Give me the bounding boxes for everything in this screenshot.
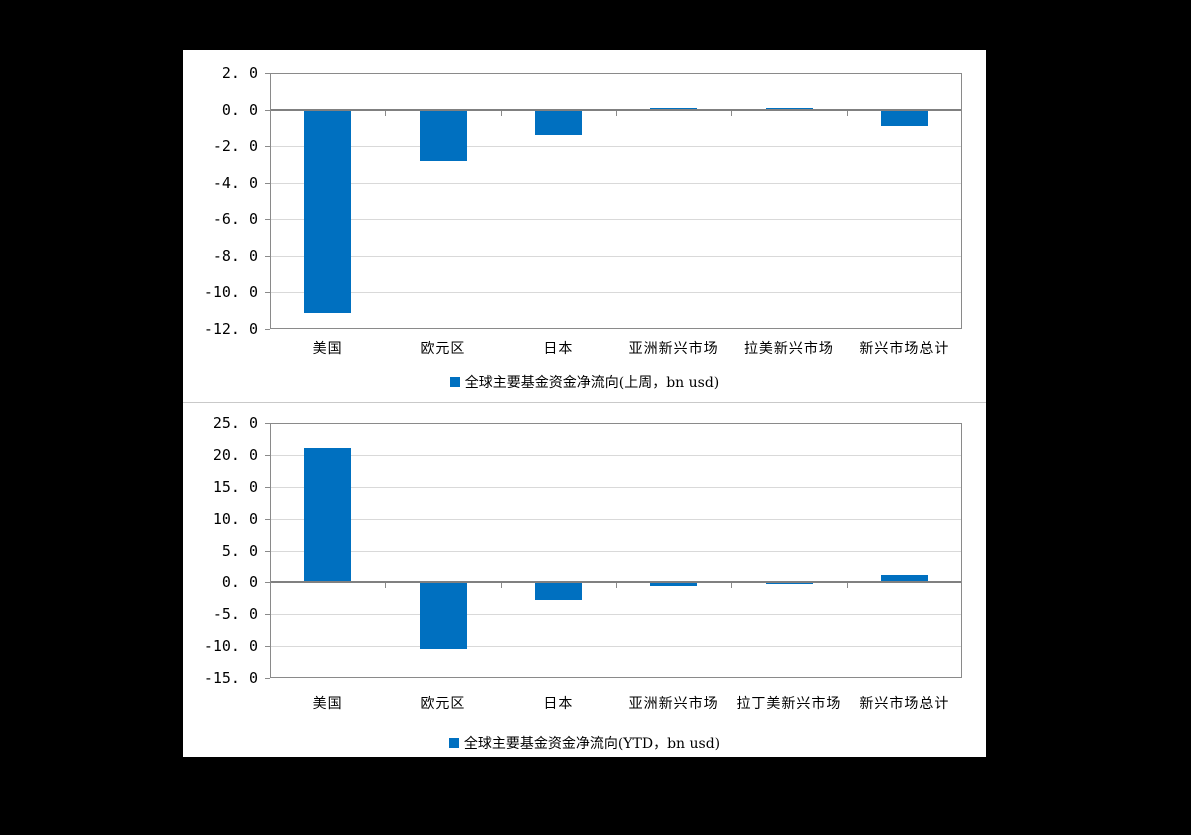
category-label-欧元区: 欧元区 <box>420 696 466 712</box>
y-axis-tick-label: -8. 0 <box>212 246 258 265</box>
gridline <box>271 182 961 184</box>
category-boundary-tick <box>616 583 617 589</box>
bar-新兴市场总计 <box>880 109 928 127</box>
y-axis-tick <box>265 614 270 616</box>
category-label-美国: 美国 <box>312 696 343 712</box>
y-axis-tick-label: 0. 0 <box>221 573 258 592</box>
category-boundary-tick <box>500 583 502 589</box>
y-axis-tick-label: 5. 0 <box>221 541 258 560</box>
y-axis-tick-label: 0. 0 <box>221 100 258 119</box>
y-axis-tick-label: -6. 0 <box>212 210 258 229</box>
y-axis-tick <box>265 292 270 294</box>
y-axis-tick <box>265 182 270 184</box>
y-axis-tick <box>265 486 270 488</box>
category-label-拉丁美新兴市场: 拉丁美新兴市场 <box>736 696 842 712</box>
bar-日本 <box>534 582 582 600</box>
zero-axis-line <box>270 108 962 111</box>
legend-weekly: 全球主要基金资金净流向(上周，bn usd) <box>183 372 986 392</box>
y-axis-tick-label: 2. 0 <box>221 64 258 82</box>
gridline <box>271 292 961 294</box>
category-label-新兴市场总计: 新兴市场总计 <box>859 341 950 357</box>
category-label-美国: 美国 <box>312 341 343 357</box>
gridline <box>271 486 961 488</box>
zero-axis-line <box>270 581 962 584</box>
y-axis-tick-label: -5. 0 <box>212 605 258 624</box>
chart-ytd-fund-flows: 全球主要基金资金净流向(YTD，bn usd) 25. 0 20. 0 15. 0 1… <box>183 403 986 757</box>
legend-label: 全球主要基金资金净流向(上周，bn usd) <box>464 375 720 391</box>
gridline <box>271 146 961 148</box>
legend-ytd: 全球主要基金资金净流向(YTD，bn usd) <box>183 733 986 753</box>
gridline <box>271 518 961 520</box>
bar-欧元区 <box>419 582 467 650</box>
legend-label: 全球主要基金资金净流向(YTD，bn usd) <box>463 736 721 752</box>
y-axis-tick <box>265 219 270 221</box>
category-label-日本: 日本 <box>543 696 574 712</box>
category-boundary-tick <box>385 583 387 589</box>
category-boundary-tick <box>616 110 617 116</box>
y-axis-tick <box>265 678 270 679</box>
y-axis-tick <box>265 146 270 148</box>
category-boundary-tick <box>500 110 502 116</box>
category-boundary-tick <box>731 110 733 116</box>
category-boundary-tick <box>731 583 733 589</box>
y-axis-tick-label: 10. 0 <box>212 509 258 528</box>
y-axis-tick-label: -4. 0 <box>212 173 258 192</box>
y-axis-tick-label: 15. 0 <box>212 477 258 496</box>
gridline <box>271 614 961 616</box>
chart-divider <box>183 402 986 403</box>
y-axis-tick <box>265 454 270 456</box>
legend-swatch-icon <box>449 377 460 387</box>
category-boundary-tick <box>846 110 848 116</box>
y-axis-tick <box>265 582 270 584</box>
y-axis-tick <box>265 646 270 648</box>
y-axis-tick <box>265 255 270 257</box>
y-axis-tick-label: 25. 0 <box>212 414 258 432</box>
category-label-亚洲新兴市场: 亚洲新兴市场 <box>628 341 719 357</box>
category-label-亚洲新兴市场: 亚洲新兴市场 <box>628 696 719 712</box>
category-label-拉美新兴市场: 拉美新兴市场 <box>743 341 834 357</box>
y-axis-tick-label: -15. 0 <box>203 669 258 687</box>
y-axis-tick <box>265 109 270 111</box>
legend-swatch-icon <box>448 738 459 748</box>
category-label-新兴市场总计: 新兴市场总计 <box>859 696 950 712</box>
bar-美国 <box>304 109 352 313</box>
bar-亚洲新兴市场 <box>650 107 698 110</box>
y-axis-tick-label: -10. 0 <box>203 637 258 656</box>
gridline <box>271 454 961 456</box>
gridline <box>271 550 961 552</box>
category-boundary-tick <box>846 583 848 589</box>
bar-欧元区 <box>419 109 467 161</box>
y-axis-tick <box>265 550 270 552</box>
plot-frame <box>270 423 962 678</box>
y-axis-tick <box>265 518 270 520</box>
y-axis-tick-label: -10. 0 <box>203 283 258 302</box>
y-axis-tick <box>265 329 270 330</box>
plot-frame <box>270 73 962 329</box>
gridline <box>271 219 961 221</box>
category-label-欧元区: 欧元区 <box>420 341 466 357</box>
chart-weekly-fund-flows: 全球主要基金资金净流向(上周，bn usd) 2. 0 0. 0 -2. 0 -4. … <box>183 50 986 402</box>
y-axis-tick-label: -2. 0 <box>212 137 258 156</box>
bar-美国 <box>304 447 352 583</box>
gridline <box>271 255 961 257</box>
y-axis-tick-label: 20. 0 <box>212 445 258 464</box>
bar-新兴市场总计 <box>880 575 928 583</box>
category-label-日本: 日本 <box>543 341 574 357</box>
bar-日本 <box>534 109 582 136</box>
gridline <box>271 646 961 648</box>
y-axis-tick <box>265 423 270 424</box>
charts-panel: 全球主要基金资金净流向(上周，bn usd) 2. 0 0. 0 -2. 0 -4. … <box>183 50 986 757</box>
category-boundary-tick <box>385 110 387 116</box>
y-axis-tick <box>265 73 270 74</box>
bar-亚洲新兴市场 <box>650 582 698 587</box>
y-axis-tick-label: -12. 0 <box>203 320 258 338</box>
